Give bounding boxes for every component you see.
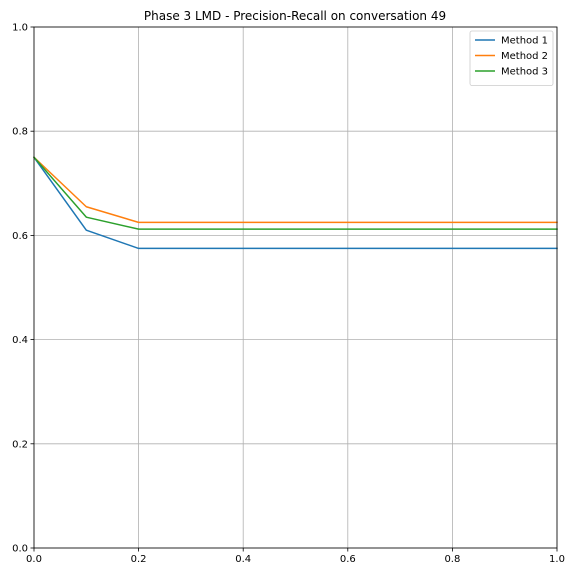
chart-title: Phase 3 LMD - Precision-Recall on conver… [144,9,446,23]
legend-label: Method 2 [501,51,548,62]
legend-label: Method 3 [501,67,548,78]
y-tick-label: 0.8 [12,127,28,138]
y-tick-label: 0.6 [12,231,28,242]
x-tick-label: 0.0 [26,554,42,565]
legend-box [469,30,554,86]
y-tick-label: 1.0 [12,23,28,34]
x-tick-label: 0.6 [340,554,356,565]
y-tick-label: 0.4 [12,335,28,346]
y-tick-label: 0.2 [12,439,28,450]
legend: Method 1 Method 2 Method 3 [469,30,554,86]
x-tick-label: 1.0 [549,554,565,565]
x-tick-label: 0.2 [131,554,147,565]
x-tick-label: 0.4 [235,554,251,565]
series-lines [32,156,558,250]
series-line-1 [32,156,558,250]
legend-label: Method 1 [501,36,548,47]
series-line-2 [32,156,558,224]
x-tick-label: 0.8 [444,554,460,565]
series-line-3 [32,156,558,230]
axis-ticks: 0.0 0.2 0.4 0.6 0.8 1.0 0.0 0.2 0.4 0.6 0.8 1.0 [12,23,565,566]
y-tick-label: 0.0 [12,544,28,555]
plot-frame [33,26,558,549]
